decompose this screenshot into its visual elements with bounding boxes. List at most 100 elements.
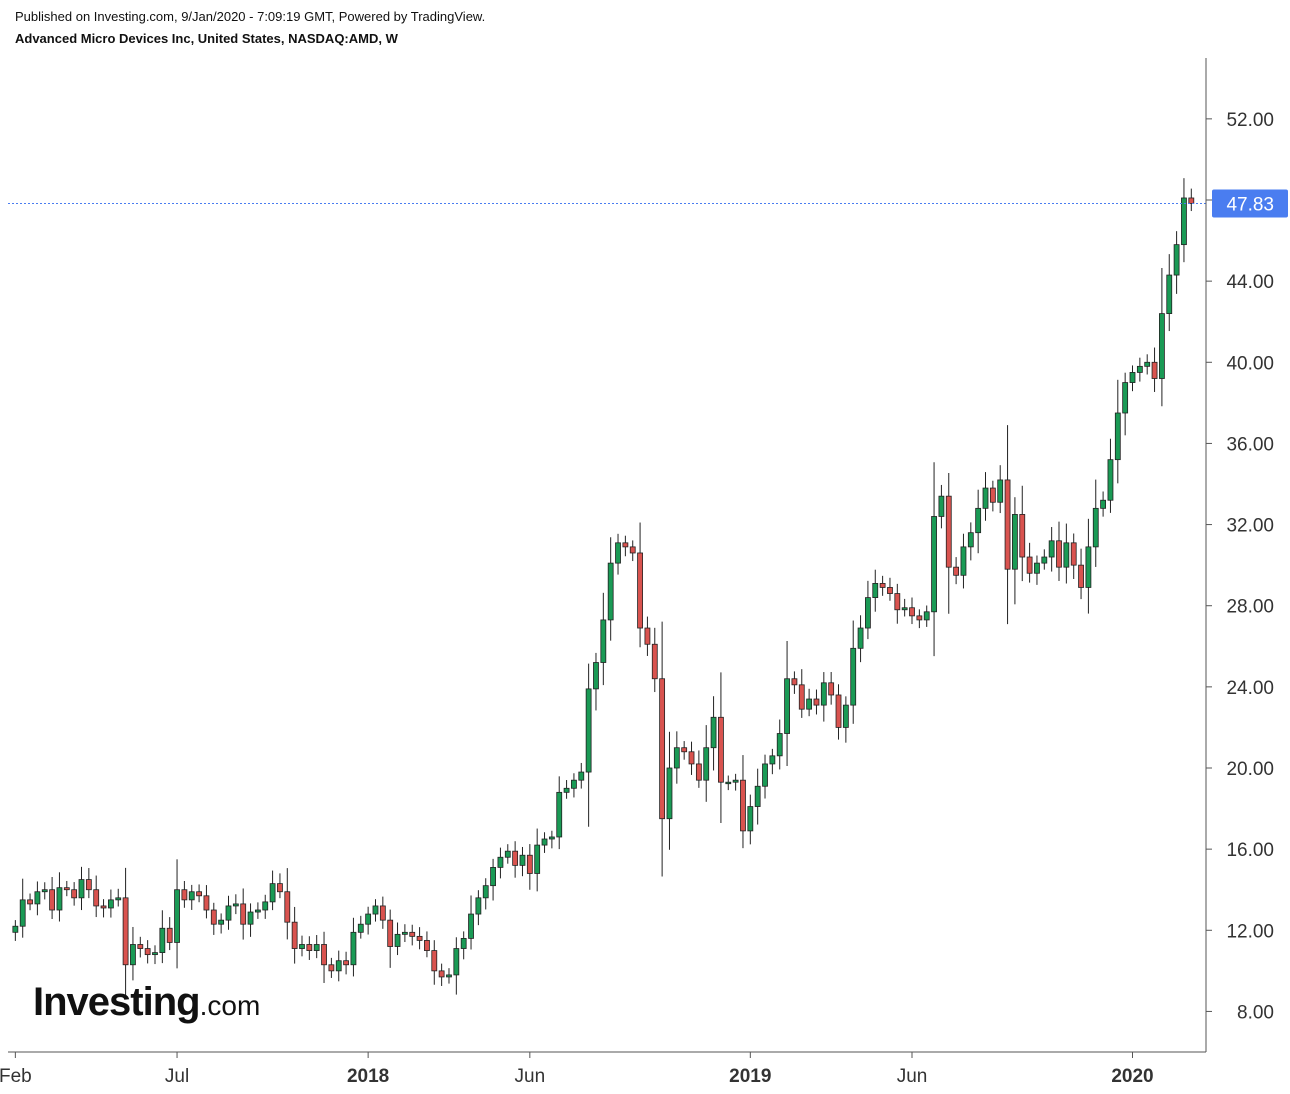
candle — [703, 725, 710, 802]
logo-suffix: .com — [199, 990, 261, 1021]
y-tick-label: 32.00 — [1226, 516, 1274, 537]
candle — [541, 832, 548, 853]
candle-body — [909, 607, 915, 617]
candle-body — [328, 964, 335, 972]
candle-body — [571, 779, 577, 789]
candle-body — [1078, 564, 1084, 588]
candle-body — [1166, 274, 1173, 314]
candle-body — [394, 933, 401, 947]
candle — [1063, 523, 1070, 584]
candle-body — [637, 552, 643, 629]
candle-body — [615, 542, 621, 564]
candle-body — [416, 935, 423, 941]
candle — [100, 899, 107, 918]
candle-body — [1181, 197, 1187, 246]
y-tick-label: 44.00 — [1226, 272, 1274, 293]
candle — [585, 663, 592, 827]
candle — [1012, 497, 1018, 605]
candle-body — [115, 897, 122, 901]
candle-body — [534, 844, 541, 874]
candle — [725, 775, 732, 791]
candle-body — [695, 763, 702, 781]
candle-body — [130, 944, 136, 966]
candle-body — [107, 899, 114, 909]
candle — [130, 926, 136, 981]
candle — [651, 627, 658, 693]
candle-body — [225, 905, 232, 921]
candle — [1026, 542, 1033, 583]
candle — [600, 592, 607, 686]
candle-body — [63, 887, 70, 891]
candle — [1041, 549, 1048, 570]
candle — [1092, 479, 1099, 567]
candle-body — [644, 627, 651, 645]
candle-body — [703, 747, 710, 781]
candle-body — [335, 960, 342, 972]
candle — [335, 950, 342, 982]
candle-body — [152, 952, 158, 956]
candle — [989, 480, 996, 512]
candle-body — [387, 919, 394, 947]
candle — [872, 569, 879, 612]
candle-body — [1041, 556, 1048, 564]
candle-body — [482, 885, 489, 899]
candle — [504, 844, 511, 864]
candle-body — [762, 763, 768, 787]
y-tick-label: 8.00 — [1237, 1002, 1274, 1023]
candle — [424, 931, 430, 958]
y-tick-label: 12.00 — [1226, 921, 1274, 942]
candle-body — [34, 891, 41, 905]
candle — [453, 937, 460, 995]
candle — [673, 731, 680, 784]
candle — [122, 867, 129, 998]
candle-body — [651, 643, 658, 680]
candle — [901, 598, 908, 617]
candle-body — [916, 615, 923, 621]
candle-body — [997, 479, 1004, 503]
candle-body — [174, 889, 180, 943]
candle-body — [953, 566, 960, 576]
candle — [982, 472, 989, 521]
candle — [468, 895, 474, 950]
candle — [1019, 485, 1026, 582]
candle — [534, 828, 541, 892]
candle — [254, 902, 261, 919]
candle-body — [12, 925, 19, 933]
candle — [115, 888, 122, 907]
candle — [571, 773, 577, 798]
candle — [828, 672, 835, 705]
candle — [526, 844, 533, 890]
candle-body — [688, 751, 695, 765]
candle — [909, 597, 915, 625]
candle — [188, 884, 195, 910]
candle-body — [1048, 540, 1055, 558]
candle-body — [556, 791, 563, 838]
candle — [1159, 267, 1165, 407]
candle — [593, 652, 599, 711]
y-tick-label: 20.00 — [1226, 759, 1274, 780]
candle-body — [776, 733, 783, 757]
candle — [218, 913, 225, 934]
candle — [12, 920, 19, 941]
candle-body — [887, 587, 893, 594]
candle — [137, 936, 144, 958]
candle-body — [1144, 361, 1151, 367]
candle — [321, 931, 327, 983]
candle — [372, 899, 379, 922]
candle — [284, 868, 291, 940]
candle-body — [78, 879, 85, 899]
y-tick-label: 16.00 — [1226, 840, 1274, 861]
candle-body — [622, 542, 629, 548]
candle-body — [820, 682, 827, 706]
candle — [1129, 365, 1136, 392]
candle — [365, 906, 372, 935]
candle-body — [372, 905, 379, 915]
candle-body — [379, 905, 386, 921]
candle — [27, 893, 33, 911]
x-axis: Feb Jul 2018 Jun 2019 Jun 2020 — [0, 1052, 1154, 1087]
candle — [93, 875, 100, 918]
candle-body — [541, 838, 548, 846]
candle-body — [1034, 562, 1040, 574]
candle-body — [1159, 313, 1165, 379]
